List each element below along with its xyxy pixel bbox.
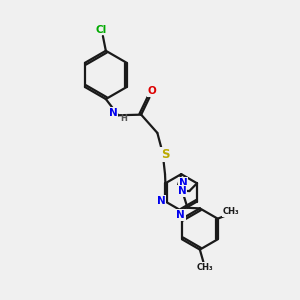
Text: O: O xyxy=(147,86,156,96)
Text: N: N xyxy=(157,196,166,206)
Text: CH₃: CH₃ xyxy=(197,263,214,272)
Text: N: N xyxy=(176,210,185,220)
Text: CH₃: CH₃ xyxy=(223,207,240,216)
Text: N: N xyxy=(178,178,188,188)
Text: N: N xyxy=(178,186,187,196)
Text: H: H xyxy=(121,114,128,123)
Text: Cl: Cl xyxy=(96,25,107,34)
Text: S: S xyxy=(161,148,169,160)
Text: N: N xyxy=(109,108,117,118)
